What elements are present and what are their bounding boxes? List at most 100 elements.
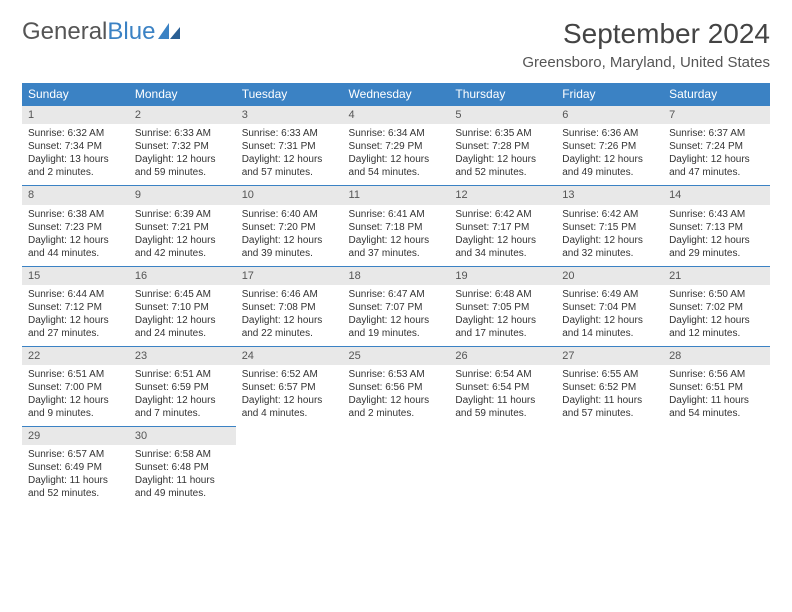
day-number: 10 — [236, 186, 343, 204]
daylight-line: Daylight: 11 hours and 59 minutes. — [455, 394, 550, 420]
sunrise-line: Sunrise: 6:38 AM — [28, 208, 123, 221]
calendar-cell: 2Sunrise: 6:33 AMSunset: 7:32 PMDaylight… — [129, 106, 236, 186]
weekday-saturday: Saturday — [663, 83, 770, 106]
weekday-monday: Monday — [129, 83, 236, 106]
day-number: 21 — [663, 267, 770, 285]
calendar-cell: 22Sunrise: 6:51 AMSunset: 7:00 PMDayligh… — [22, 346, 129, 426]
weekday-thursday: Thursday — [449, 83, 556, 106]
sunset-line: Sunset: 6:56 PM — [349, 381, 444, 394]
day-content: Sunrise: 6:38 AMSunset: 7:23 PMDaylight:… — [22, 205, 129, 266]
day-number: 27 — [556, 347, 663, 365]
sunrise-line: Sunrise: 6:46 AM — [242, 288, 337, 301]
logo-text-blue: Blue — [107, 18, 155, 46]
sunset-line: Sunset: 7:02 PM — [669, 301, 764, 314]
day-number: 12 — [449, 186, 556, 204]
day-number: 17 — [236, 267, 343, 285]
sunset-line: Sunset: 6:51 PM — [669, 381, 764, 394]
sunset-line: Sunset: 7:20 PM — [242, 221, 337, 234]
day-number: 19 — [449, 267, 556, 285]
calendar-row: 1Sunrise: 6:32 AMSunset: 7:34 PMDaylight… — [22, 106, 770, 186]
sunset-line: Sunset: 7:23 PM — [28, 221, 123, 234]
location: Greensboro, Maryland, United States — [522, 54, 770, 71]
title-block: September 2024 Greensboro, Maryland, Uni… — [522, 18, 770, 71]
sunset-line: Sunset: 7:13 PM — [669, 221, 764, 234]
daylight-line: Daylight: 13 hours and 2 minutes. — [28, 153, 123, 179]
daylight-line: Daylight: 12 hours and 4 minutes. — [242, 394, 337, 420]
day-content: Sunrise: 6:42 AMSunset: 7:15 PMDaylight:… — [556, 205, 663, 266]
day-content: Sunrise: 6:47 AMSunset: 7:07 PMDaylight:… — [343, 285, 450, 346]
calendar-cell — [663, 427, 770, 507]
calendar-cell: 9Sunrise: 6:39 AMSunset: 7:21 PMDaylight… — [129, 186, 236, 266]
day-number: 14 — [663, 186, 770, 204]
calendar-table: Sunday Monday Tuesday Wednesday Thursday… — [22, 83, 770, 506]
day-content: Sunrise: 6:40 AMSunset: 7:20 PMDaylight:… — [236, 205, 343, 266]
day-number: 9 — [129, 186, 236, 204]
day-number: 3 — [236, 106, 343, 124]
day-number: 15 — [22, 267, 129, 285]
daylight-line: Daylight: 12 hours and 34 minutes. — [455, 234, 550, 260]
day-number: 6 — [556, 106, 663, 124]
sunset-line: Sunset: 7:29 PM — [349, 140, 444, 153]
daylight-line: Daylight: 12 hours and 54 minutes. — [349, 153, 444, 179]
calendar-cell: 19Sunrise: 6:48 AMSunset: 7:05 PMDayligh… — [449, 266, 556, 346]
sunset-line: Sunset: 7:34 PM — [28, 140, 123, 153]
day-number: 2 — [129, 106, 236, 124]
calendar-cell: 11Sunrise: 6:41 AMSunset: 7:18 PMDayligh… — [343, 186, 450, 266]
sunrise-line: Sunrise: 6:57 AM — [28, 448, 123, 461]
calendar-cell: 28Sunrise: 6:56 AMSunset: 6:51 PMDayligh… — [663, 346, 770, 426]
day-number: 29 — [22, 427, 129, 445]
calendar-cell: 5Sunrise: 6:35 AMSunset: 7:28 PMDaylight… — [449, 106, 556, 186]
day-content: Sunrise: 6:45 AMSunset: 7:10 PMDaylight:… — [129, 285, 236, 346]
calendar-cell: 26Sunrise: 6:54 AMSunset: 6:54 PMDayligh… — [449, 346, 556, 426]
day-number: 22 — [22, 347, 129, 365]
daylight-line: Daylight: 12 hours and 17 minutes. — [455, 314, 550, 340]
sunrise-line: Sunrise: 6:36 AM — [562, 127, 657, 140]
sunset-line: Sunset: 6:49 PM — [28, 461, 123, 474]
sunrise-line: Sunrise: 6:51 AM — [135, 368, 230, 381]
daylight-line: Daylight: 12 hours and 47 minutes. — [669, 153, 764, 179]
day-number: 23 — [129, 347, 236, 365]
daylight-line: Daylight: 12 hours and 7 minutes. — [135, 394, 230, 420]
daylight-line: Daylight: 12 hours and 9 minutes. — [28, 394, 123, 420]
sunset-line: Sunset: 6:48 PM — [135, 461, 230, 474]
sunset-line: Sunset: 7:08 PM — [242, 301, 337, 314]
sunset-line: Sunset: 7:24 PM — [669, 140, 764, 153]
day-content: Sunrise: 6:48 AMSunset: 7:05 PMDaylight:… — [449, 285, 556, 346]
weekday-sunday: Sunday — [22, 83, 129, 106]
weekday-header-row: Sunday Monday Tuesday Wednesday Thursday… — [22, 83, 770, 106]
header: GeneralBlue September 2024 Greensboro, M… — [22, 18, 770, 71]
sunrise-line: Sunrise: 6:44 AM — [28, 288, 123, 301]
sunset-line: Sunset: 7:10 PM — [135, 301, 230, 314]
calendar-cell: 23Sunrise: 6:51 AMSunset: 6:59 PMDayligh… — [129, 346, 236, 426]
sunrise-line: Sunrise: 6:39 AM — [135, 208, 230, 221]
day-content: Sunrise: 6:39 AMSunset: 7:21 PMDaylight:… — [129, 205, 236, 266]
calendar-cell: 8Sunrise: 6:38 AMSunset: 7:23 PMDaylight… — [22, 186, 129, 266]
day-content: Sunrise: 6:52 AMSunset: 6:57 PMDaylight:… — [236, 365, 343, 426]
calendar-cell: 15Sunrise: 6:44 AMSunset: 7:12 PMDayligh… — [22, 266, 129, 346]
sunrise-line: Sunrise: 6:43 AM — [669, 208, 764, 221]
calendar-cell: 4Sunrise: 6:34 AMSunset: 7:29 PMDaylight… — [343, 106, 450, 186]
day-content: Sunrise: 6:32 AMSunset: 7:34 PMDaylight:… — [22, 124, 129, 185]
daylight-line: Daylight: 12 hours and 19 minutes. — [349, 314, 444, 340]
sunrise-line: Sunrise: 6:50 AM — [669, 288, 764, 301]
sunrise-line: Sunrise: 6:37 AM — [669, 127, 764, 140]
day-content: Sunrise: 6:35 AMSunset: 7:28 PMDaylight:… — [449, 124, 556, 185]
day-content: Sunrise: 6:50 AMSunset: 7:02 PMDaylight:… — [663, 285, 770, 346]
daylight-line: Daylight: 12 hours and 12 minutes. — [669, 314, 764, 340]
daylight-line: Daylight: 12 hours and 14 minutes. — [562, 314, 657, 340]
sunset-line: Sunset: 7:12 PM — [28, 301, 123, 314]
sunset-line: Sunset: 7:00 PM — [28, 381, 123, 394]
logo-sail-icon — [158, 23, 180, 41]
sunrise-line: Sunrise: 6:54 AM — [455, 368, 550, 381]
day-content: Sunrise: 6:57 AMSunset: 6:49 PMDaylight:… — [22, 445, 129, 506]
day-content: Sunrise: 6:34 AMSunset: 7:29 PMDaylight:… — [343, 124, 450, 185]
day-content: Sunrise: 6:51 AMSunset: 7:00 PMDaylight:… — [22, 365, 129, 426]
calendar-row: 8Sunrise: 6:38 AMSunset: 7:23 PMDaylight… — [22, 186, 770, 266]
calendar-cell: 20Sunrise: 6:49 AMSunset: 7:04 PMDayligh… — [556, 266, 663, 346]
day-content: Sunrise: 6:46 AMSunset: 7:08 PMDaylight:… — [236, 285, 343, 346]
sunset-line: Sunset: 7:18 PM — [349, 221, 444, 234]
day-content: Sunrise: 6:33 AMSunset: 7:32 PMDaylight:… — [129, 124, 236, 185]
day-content: Sunrise: 6:49 AMSunset: 7:04 PMDaylight:… — [556, 285, 663, 346]
day-content: Sunrise: 6:43 AMSunset: 7:13 PMDaylight:… — [663, 205, 770, 266]
day-number: 5 — [449, 106, 556, 124]
